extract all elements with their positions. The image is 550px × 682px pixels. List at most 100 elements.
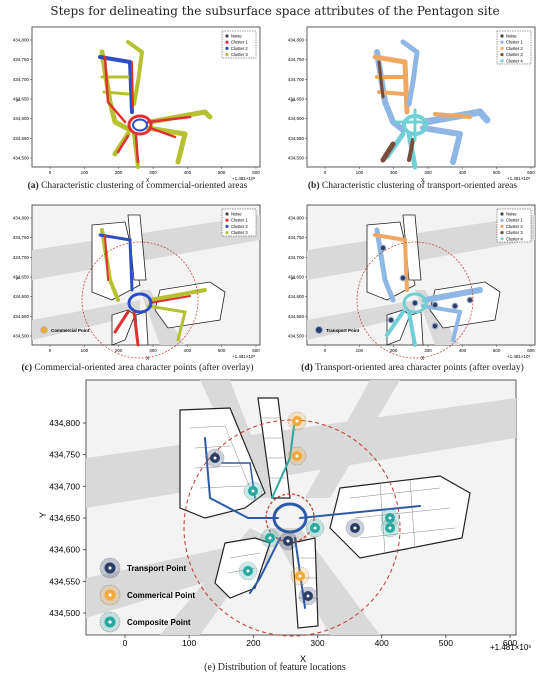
service-radius-ring [183,419,401,637]
x-tick-label: 300 [310,638,324,648]
legend-label: Commerical Point [127,591,195,600]
x-tick-label: 600 [503,638,517,648]
legend-label: Cluster 3 [231,52,248,57]
panel-d-y-label: Y [291,276,297,280]
legend-label: Noise [231,34,242,39]
feature-point-core [213,456,217,460]
x-tick-label: 500 [493,170,501,175]
x-tick-label: 200 [115,348,123,353]
x-tick-label: 0 [324,348,327,353]
legend-label: Cluster 2 [231,46,248,51]
y-tick-label: 434,500 [13,156,30,161]
y-tick-label: 434,600 [13,116,30,121]
y-tick-label: 434,650 [49,513,80,523]
x-tick-label: 400 [459,170,467,175]
legend-label: Transport Point [127,564,186,573]
y-tick-label: 434,550 [288,136,305,141]
commercial-point-marker [40,326,48,334]
y-tick-label: 434,550 [49,576,80,586]
legend-label: Cluster 2 [506,224,523,229]
x-tick-label: 0 [49,348,52,353]
x-tick-label: 400 [459,348,467,353]
commercial-overlay [98,228,207,347]
legend-swatch [225,34,229,38]
y-tick-label: 434,550 [288,314,305,319]
panel-a-plot: 434,800 434,750 434,700 434,650 434,600 434,5… [13,26,261,184]
x-tick-label: 200 [115,170,123,175]
feature-point-core [251,489,255,493]
y-tick-label: 434,800 [288,38,305,43]
legend-swatch [500,237,504,241]
x-tick-label: 200 [390,170,398,175]
x-tick-label: 600 [527,348,535,353]
legend-swatch [225,40,229,44]
x-tick-label: 600 [527,170,535,175]
y-tick-label: 434,800 [288,216,305,221]
panel-e-x-ticks: 0 100 200 300 400 500 600 [123,635,517,648]
x-tick-label: 500 [218,348,226,353]
legend-swatch [225,53,229,57]
x-tick-label: 100 [81,170,89,175]
x-tick-label: 200 [390,348,398,353]
y-tick-label: 434,550 [13,136,30,141]
figure-title: Steps for delineating the subsurface spa… [50,4,500,18]
y-tick-label: 434,750 [288,235,305,240]
transport-point-label: Transport Point [326,328,360,333]
y-tick-label: 434,700 [49,481,80,491]
y-tick-label: 434,750 [13,57,30,62]
y-tick-label: 434,700 [288,77,305,82]
legend-swatch [500,40,504,44]
legend-label: Cluster 4 [506,236,523,241]
legend-swatch [500,53,504,57]
legend-label: Noise [506,34,517,39]
x-tick-label: 300 [424,348,432,353]
legend-label: Cluster 2 [231,224,248,229]
panel-c-offset: +1.481×10⁶ [232,354,256,359]
x-tick-label: 600 [252,170,260,175]
legend-swatch [500,34,504,38]
legend-label: Composite Point [127,618,191,627]
panel-c-y-label: Y [16,276,22,280]
legend-swatch [500,231,504,235]
x-tick-label: 100 [356,170,364,175]
legend-swatch [225,46,229,50]
legend-label: Cluster 1 [506,40,523,45]
feature-point-core [388,516,392,520]
panel-c: 434,800 434,750 434,700 434,650 434,600 434,5… [0,200,275,365]
caption-d: (d) Transport-oriented area character po… [301,363,524,373]
x-tick-label: 0 [324,170,327,175]
y-tick-label: 434,650 [288,275,305,280]
y-tick-label: 434,750 [288,57,305,62]
building-detail [189,417,456,599]
transport-cluster-scatter [372,39,491,170]
feature-point-core [295,454,299,458]
panel-b-plot: 434,800 434,750 434,700 434,650 434,600 434,5… [288,26,536,184]
x-tick-label: 300 [149,170,157,175]
legend-label: Cluster 3 [231,230,248,235]
caption-b: (b) Characteristic clustering of transpo… [307,181,518,191]
legend-swatch [225,212,229,216]
y-tick-label: 434,550 [13,314,30,319]
x-tick-label: 200 [246,638,260,648]
y-tick-label: 434,800 [13,38,30,43]
y-tick-label: 434,600 [288,294,305,299]
y-tick-label: 434,650 [13,275,30,280]
legend-label: Cluster 4 [506,58,523,63]
panel-a-y-label: Y [16,98,22,102]
panel-e: 434,800 434,750 434,700 434,650 434,600 434,5… [0,378,550,678]
feature-point-core [388,526,392,530]
legend-label: Noise [231,212,242,217]
panel-a-x-label: X [146,178,150,182]
transport-points [379,244,474,330]
y-tick-label: 434,600 [288,116,305,121]
caption-a: (a) Characteristic clustering of commerc… [27,181,248,191]
panel-e-x-label: X [300,654,306,664]
commercial-point-label: Commercial Point [51,328,90,333]
x-tick-label: 100 [81,348,89,353]
panel-a-offset: +1.481×10⁶ [232,176,256,181]
feature-point-core [298,574,302,578]
